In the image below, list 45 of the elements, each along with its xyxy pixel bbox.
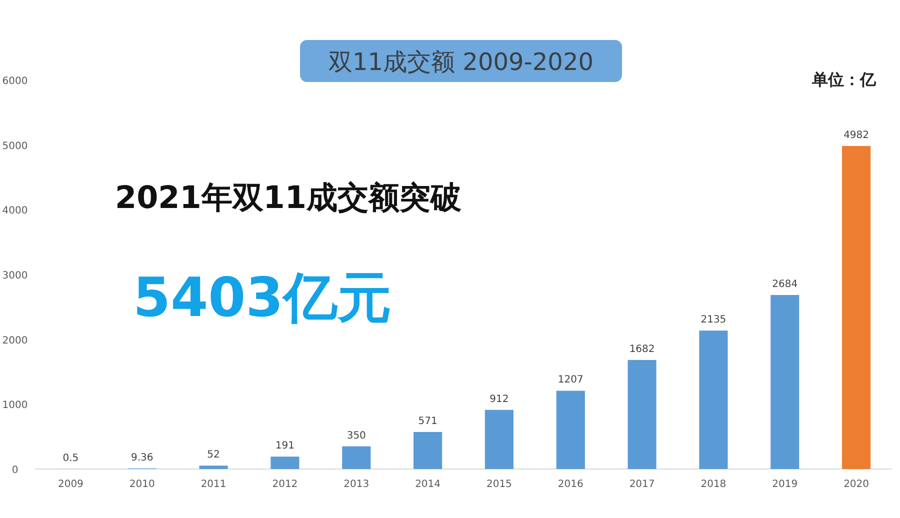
bar: [699, 330, 728, 469]
y-tick-label: 6000: [2, 76, 28, 87]
y-tick-label: 5000: [2, 140, 28, 152]
bar: [342, 446, 371, 469]
data-label: 1207: [558, 374, 584, 386]
data-label: 350: [346, 430, 366, 442]
x-tick-label: 2018: [700, 479, 726, 490]
x-tick-label: 2019: [772, 479, 798, 490]
bar: [270, 456, 300, 469]
annotation: 5403亿元: [133, 266, 392, 329]
data-label: 2135: [700, 314, 726, 326]
data-label: 2684: [772, 278, 798, 290]
x-tick-label: 2013: [344, 479, 370, 490]
annotation: 单位：亿: [811, 70, 877, 89]
x-tick-label: 2012: [272, 479, 298, 490]
bar: [414, 432, 442, 469]
bar: [484, 410, 514, 469]
bar: [199, 466, 228, 469]
chart-title: 双11成交额 2009-2020: [328, 48, 594, 76]
x-tick-label: 2017: [629, 479, 655, 490]
data-label: 0.5: [62, 452, 79, 464]
x-tick-label: 2010: [129, 479, 155, 490]
data-label: 9.36: [130, 452, 154, 464]
x-tick-label: 2011: [200, 479, 226, 490]
x-tick-label: 2014: [415, 479, 441, 490]
y-tick-label: 0: [12, 465, 18, 476]
bar: [628, 360, 656, 469]
y-tick-label: 1000: [2, 400, 28, 412]
y-tick-label: 4000: [2, 206, 28, 217]
x-tick-label: 2009: [58, 479, 84, 490]
y-tick-label: 2000: [2, 335, 28, 346]
x-tick-label: 2015: [486, 479, 512, 490]
x-tick-label: 2016: [558, 479, 584, 490]
data-label: 1682: [629, 344, 655, 355]
data-label: 52: [207, 450, 220, 461]
bar: [556, 390, 585, 469]
annotation: 2021年双11成交额突破: [115, 180, 462, 216]
y-tick-label: 3000: [2, 270, 28, 282]
x-tick-label: 2020: [844, 479, 870, 490]
data-label: 4982: [844, 130, 870, 141]
data-label: 912: [490, 394, 509, 405]
data-label: 191: [275, 440, 295, 452]
data-label: 571: [418, 416, 438, 427]
bar: [842, 146, 871, 469]
bar: [770, 294, 800, 469]
